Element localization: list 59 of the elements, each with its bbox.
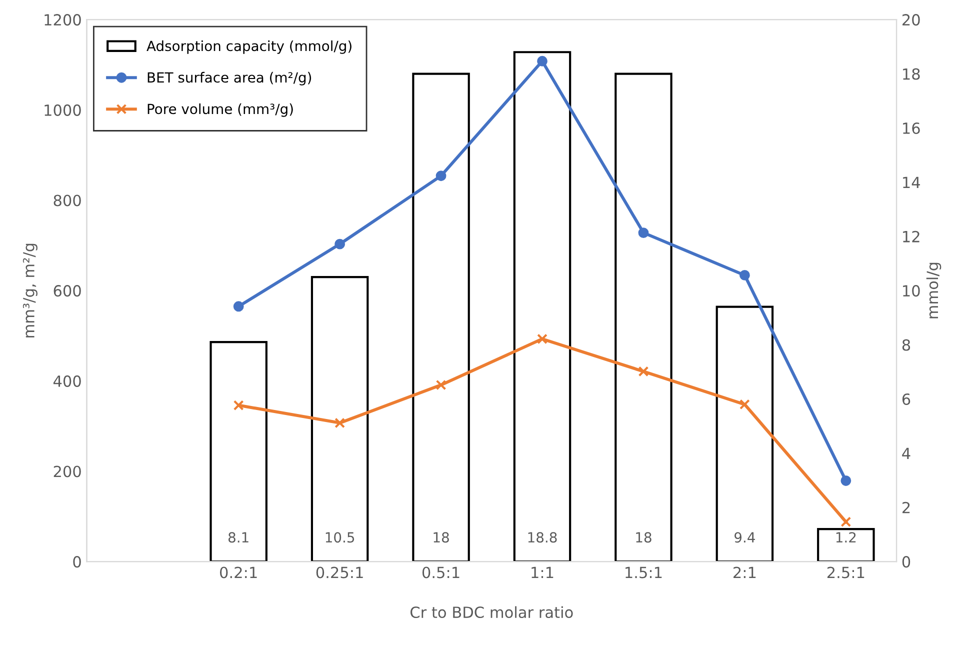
y-tick-label: 1200 — [44, 14, 81, 26]
legend-label: Pore volume (mm³/g) — [148, 103, 293, 117]
legend-label: BET surface area (m²/g) — [148, 72, 312, 86]
bar — [817, 528, 875, 562]
bar — [614, 72, 672, 562]
data-label: 10.5 — [326, 532, 354, 543]
point — [334, 238, 346, 250]
y2-tick-label: 8 — [902, 339, 910, 351]
data-label: 9.4 — [734, 532, 755, 543]
x-tick-label: 2:1 — [734, 566, 756, 578]
bar — [310, 276, 369, 562]
y2-tick-label: 16 — [903, 122, 920, 134]
y-tick-label: 1000 — [44, 104, 81, 116]
data-label: 1.2 — [836, 532, 856, 542]
x-tick-label: 0.2:1 — [220, 566, 257, 578]
point — [638, 366, 649, 377]
point — [537, 56, 548, 66]
y-tick-label: 800 — [54, 194, 81, 206]
data-label: 18 — [636, 532, 652, 543]
y-tick-label: 200 — [54, 466, 81, 478]
data-label: 8.1 — [228, 532, 248, 543]
bar — [210, 341, 268, 562]
point — [334, 418, 346, 428]
y2-tick-label: 14 — [903, 176, 920, 188]
data-label: 18.8 — [528, 532, 557, 543]
y2-axis-title: mmol/g — [926, 262, 942, 318]
x-tick-label: 2.5:1 — [827, 566, 864, 578]
y2-tick-label: 10 — [903, 285, 920, 297]
y2-tick-label: 20 — [902, 14, 920, 26]
point — [436, 380, 446, 390]
data-label: 18 — [434, 532, 449, 543]
point — [537, 334, 548, 344]
y2-tick-label: 18 — [903, 68, 920, 80]
point — [840, 476, 852, 486]
x-tick-label: 0.5:1 — [422, 566, 460, 578]
bar — [716, 306, 774, 562]
y-tick-label: 400 — [53, 375, 81, 387]
y2-tick-label: 0 — [902, 556, 910, 568]
point — [840, 516, 852, 528]
x-tick-label: 1:1 — [532, 566, 554, 578]
point — [739, 270, 750, 280]
y2-tick-label: 12 — [903, 230, 920, 242]
x-tick-label: 0.25:1 — [316, 566, 363, 578]
point — [233, 400, 244, 411]
bar — [513, 51, 572, 562]
point — [638, 228, 649, 238]
y-axis-title: mm³/g, m²/g — [22, 244, 38, 338]
point — [436, 170, 446, 182]
x-axis-title: Cr to BDC molar ratio — [410, 606, 573, 618]
y2-tick-label: 2 — [902, 502, 910, 514]
x-tick-label: 1.5:1 — [626, 566, 662, 578]
point — [233, 301, 244, 312]
y2-tick-label: 6 — [902, 393, 910, 406]
point — [739, 399, 750, 410]
bar — [412, 72, 470, 562]
y-tick-label: 600 — [54, 285, 81, 297]
legend-label: Adsorption capacity (mmol/g) — [146, 40, 352, 54]
y-tick-label: 0 — [73, 556, 81, 568]
y2-tick-label: 4 — [902, 448, 910, 459]
